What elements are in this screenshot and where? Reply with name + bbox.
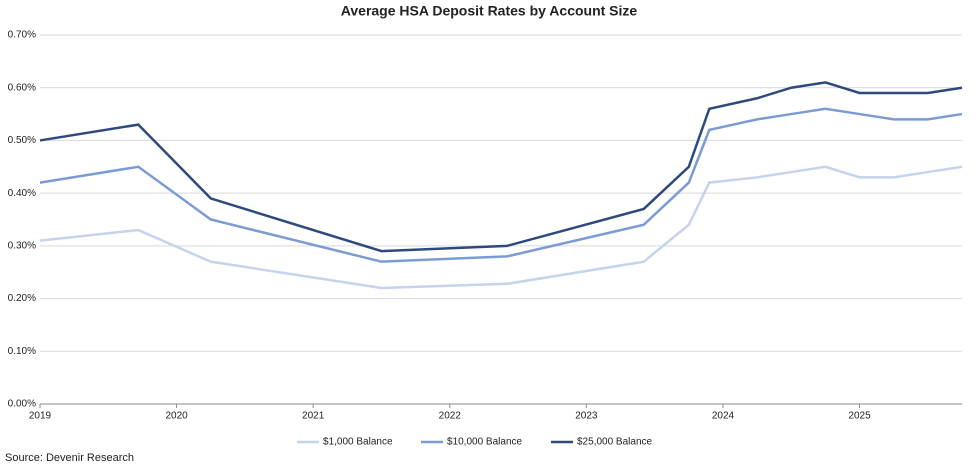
series-line <box>39 107 963 263</box>
x-tick-label: 2021 <box>302 411 325 422</box>
x-tick-label: 2019 <box>29 411 52 422</box>
x-tick-label: 2023 <box>575 411 598 422</box>
x-tick-label: 2024 <box>712 411 735 422</box>
y-tick-label: 0.60% <box>8 82 36 93</box>
series-line <box>39 165 963 290</box>
legend-label: $1,000 Balance <box>323 437 393 448</box>
x-tick-label: 2020 <box>165 411 188 422</box>
legend-label: $25,000 Balance <box>577 437 653 448</box>
series-line <box>39 81 963 253</box>
y-tick-label: 0.30% <box>8 240 36 251</box>
legend-label: $10,000 Balance <box>447 437 523 448</box>
y-tick-label: 0.70% <box>8 30 36 41</box>
y-tick-label: 0.40% <box>8 188 36 199</box>
x-tick-label: 2022 <box>439 411 462 422</box>
y-tick-label: 0.10% <box>8 346 36 357</box>
y-tick-label: 0.00% <box>8 399 36 410</box>
x-tick-label: 2025 <box>848 411 871 422</box>
source: Source: Devenir Research <box>5 452 134 464</box>
chart-title: Average HSA Deposit Rates by Account Siz… <box>341 3 638 19</box>
y-tick-label: 0.20% <box>8 293 36 304</box>
y-tick-label: 0.50% <box>8 135 36 146</box>
